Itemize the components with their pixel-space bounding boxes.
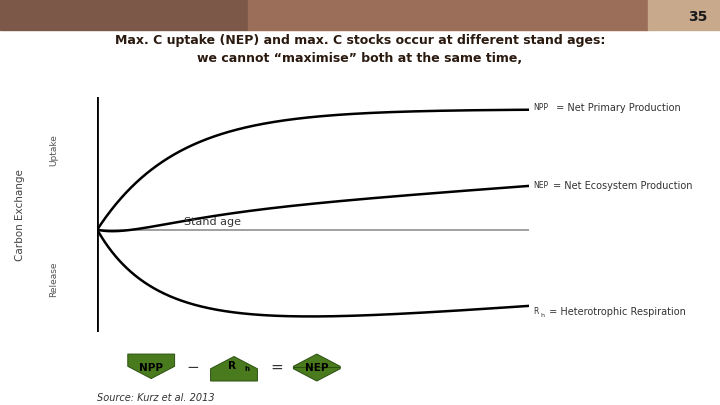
- Text: = Net Ecosystem Production: = Net Ecosystem Production: [553, 181, 693, 191]
- Text: Max. C uptake (NEP) and max. C stocks occur at different stand ages:
we cannot “: Max. C uptake (NEP) and max. C stocks oc…: [114, 34, 606, 66]
- Bar: [248, 0, 648, 30]
- Bar: [648, 0, 720, 30]
- Text: R: R: [228, 361, 236, 371]
- Text: Uptake: Uptake: [50, 134, 58, 166]
- Text: Carbon Exchange: Carbon Exchange: [15, 169, 25, 260]
- Text: = Net Primary Production: = Net Primary Production: [553, 103, 680, 113]
- Text: R: R: [533, 307, 538, 316]
- Text: Source: Kurz et al. 2013: Source: Kurz et al. 2013: [97, 393, 215, 403]
- Polygon shape: [294, 368, 341, 381]
- Text: −: −: [186, 360, 199, 375]
- Text: NPP: NPP: [139, 362, 163, 373]
- Text: = Heterotrophic Respiration: = Heterotrophic Respiration: [546, 307, 686, 317]
- Polygon shape: [128, 354, 175, 379]
- Text: =: =: [271, 360, 284, 375]
- Bar: [0, 0, 248, 30]
- Text: h: h: [540, 313, 544, 318]
- Text: Stand age: Stand age: [184, 217, 240, 227]
- Text: 35: 35: [688, 10, 707, 24]
- Text: NEP: NEP: [533, 181, 548, 190]
- Text: NPP: NPP: [533, 103, 548, 112]
- Text: Release: Release: [50, 262, 58, 297]
- Text: h: h: [244, 366, 249, 372]
- Text: NEP: NEP: [305, 362, 328, 373]
- Polygon shape: [294, 354, 341, 368]
- Polygon shape: [211, 356, 258, 381]
